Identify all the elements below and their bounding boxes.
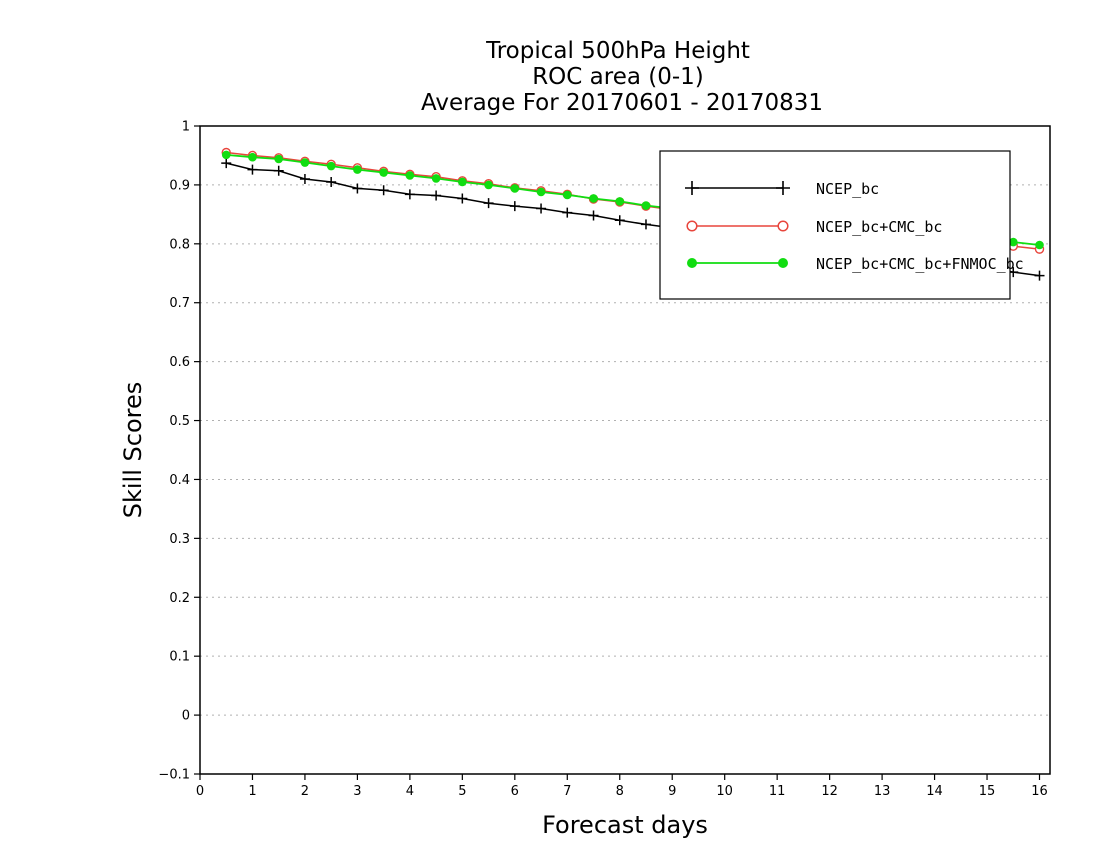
x-tick-label: 2 bbox=[301, 784, 309, 799]
legend-entry-ncep-cmc: NCEP_bc+CMC_bc bbox=[686, 218, 942, 236]
x-tick-label: 13 bbox=[874, 784, 891, 799]
plot-frame bbox=[199, 125, 1051, 775]
data-point-filled-circle bbox=[458, 177, 467, 187]
data-point-filled-circle bbox=[1008, 237, 1018, 247]
data-point-filled-circle bbox=[1035, 240, 1044, 250]
data-point-plus bbox=[509, 201, 520, 212]
x-tick-label: 11 bbox=[769, 784, 786, 799]
x-tick-label: 15 bbox=[979, 784, 996, 799]
y-tick-label: 0.7 bbox=[169, 296, 190, 311]
chart-title-line-2: ROC area (0-1) bbox=[532, 64, 704, 90]
data-point-plus bbox=[404, 189, 415, 200]
y-tick-label: 0.9 bbox=[169, 178, 190, 193]
x-tick-label: 5 bbox=[458, 784, 466, 799]
legend-label-ncep-cmc: NCEP_bc+CMC_bc bbox=[816, 218, 942, 236]
data-point-filled-circle bbox=[536, 187, 546, 197]
chart-title-line-1: Tropical 500hPa Height bbox=[485, 38, 750, 64]
x-tick-label: 6 bbox=[511, 784, 519, 799]
data-point-filled-circle bbox=[510, 184, 520, 193]
y-tick-label: 0.4 bbox=[169, 473, 190, 488]
data-point-plus bbox=[378, 185, 389, 196]
x-tick-label: 1 bbox=[248, 784, 256, 799]
y-tick-label: 0.6 bbox=[169, 355, 190, 370]
data-point-plus bbox=[247, 164, 258, 175]
data-point-plus bbox=[457, 193, 468, 204]
data-point-plus bbox=[588, 210, 599, 221]
x-tick-label: 12 bbox=[821, 784, 838, 799]
x-axis-title: Forecast days bbox=[542, 811, 708, 839]
y-axis-title: Skill Scores bbox=[119, 382, 147, 519]
chart-title-line-3: Average For 20170601 - 20170831 bbox=[421, 90, 823, 116]
data-point-plus bbox=[273, 165, 284, 176]
x-tick-label: 7 bbox=[563, 784, 571, 799]
data-point-filled-circle bbox=[484, 180, 493, 190]
x-tick-label: 9 bbox=[668, 784, 676, 799]
data-point-filled-circle bbox=[274, 154, 284, 164]
y-tick-label: 0.2 bbox=[169, 591, 190, 606]
data-point-plus bbox=[483, 198, 494, 209]
data-point-filled-circle bbox=[431, 174, 441, 183]
data-point-plus bbox=[640, 219, 651, 230]
x-tick-label: 3 bbox=[353, 784, 361, 799]
data-point-plus bbox=[431, 190, 442, 201]
data-point-filled-circle bbox=[300, 158, 310, 167]
y-tick-label: 0.1 bbox=[169, 650, 190, 665]
data-point-filled-circle bbox=[248, 152, 257, 162]
data-point-filled-circle bbox=[326, 161, 336, 171]
x-tick-label: 8 bbox=[616, 784, 624, 799]
data-point-filled-circle bbox=[353, 165, 362, 174]
legend-entry-ncep-bc: NCEP_bc bbox=[685, 180, 879, 198]
y-tick-label: −0.1 bbox=[158, 768, 190, 783]
legend-label-ncep-bc: NCEP_bc bbox=[816, 180, 879, 198]
data-point-filled-circle bbox=[562, 190, 572, 200]
x-tick-label: 10 bbox=[716, 784, 733, 799]
data-point-plus bbox=[536, 203, 547, 214]
legend: NCEP_bc NCEP_bc+CMC_bc NCEP_bc+CMC_bc+FN… bbox=[659, 150, 1024, 300]
data-point-plus bbox=[221, 158, 232, 169]
data-point-filled-circle bbox=[405, 171, 415, 180]
data-point-filled-circle bbox=[589, 194, 598, 203]
y-tick-label: 1 bbox=[182, 120, 190, 135]
y-tick-label: 0.8 bbox=[169, 237, 190, 252]
y-tick-label: 0.3 bbox=[169, 532, 190, 547]
data-point-plus bbox=[299, 174, 310, 185]
tick-layer: 10.90.80.70.60.50.40.30.20.10−0.10 1 2 3 4 5 6… bbox=[158, 120, 1047, 800]
data-point-plus bbox=[1034, 270, 1045, 281]
x-tick-label: 16 bbox=[1031, 784, 1048, 799]
x-tick-label: 0 bbox=[196, 784, 204, 799]
legend-entry-ncep-cmc-fnmoc: NCEP_bc+CMC_bc+FNMOC_bc bbox=[687, 255, 1024, 273]
data-point-filled-circle bbox=[615, 197, 625, 206]
data-point-plus bbox=[352, 183, 363, 194]
legend-box bbox=[659, 150, 1011, 300]
y-tick-label: 0.5 bbox=[169, 414, 190, 429]
data-point-plus bbox=[614, 215, 625, 226]
data-point-filled-circle bbox=[641, 201, 651, 210]
data-point-filled-circle bbox=[379, 168, 388, 177]
data-point-plus bbox=[326, 176, 337, 187]
x-tick-label: 14 bbox=[926, 784, 943, 799]
data-point-plus bbox=[562, 207, 573, 218]
x-tick-label: 4 bbox=[406, 784, 414, 799]
legend-label-ncep-cmc-fnmoc: NCEP_bc+CMC_bc+FNMOC_bc bbox=[816, 255, 1024, 273]
data-point-filled-circle bbox=[221, 150, 231, 160]
y-tick-label: 0 bbox=[182, 709, 190, 724]
